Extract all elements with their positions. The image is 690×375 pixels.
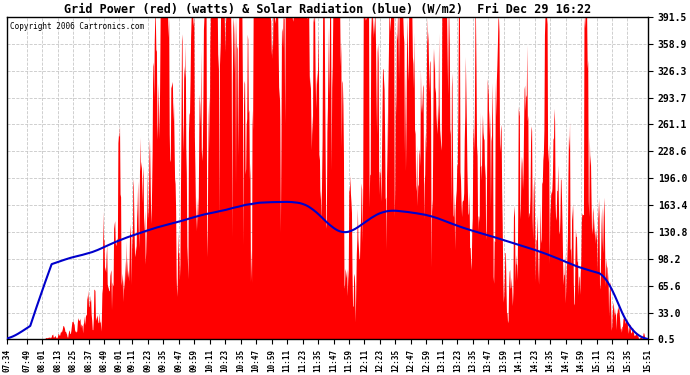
Text: Copyright 2006 Cartronics.com: Copyright 2006 Cartronics.com [10,22,145,31]
Title: Grid Power (red) (watts) & Solar Radiation (blue) (W/m2)  Fri Dec 29 16:22: Grid Power (red) (watts) & Solar Radiati… [64,3,591,16]
